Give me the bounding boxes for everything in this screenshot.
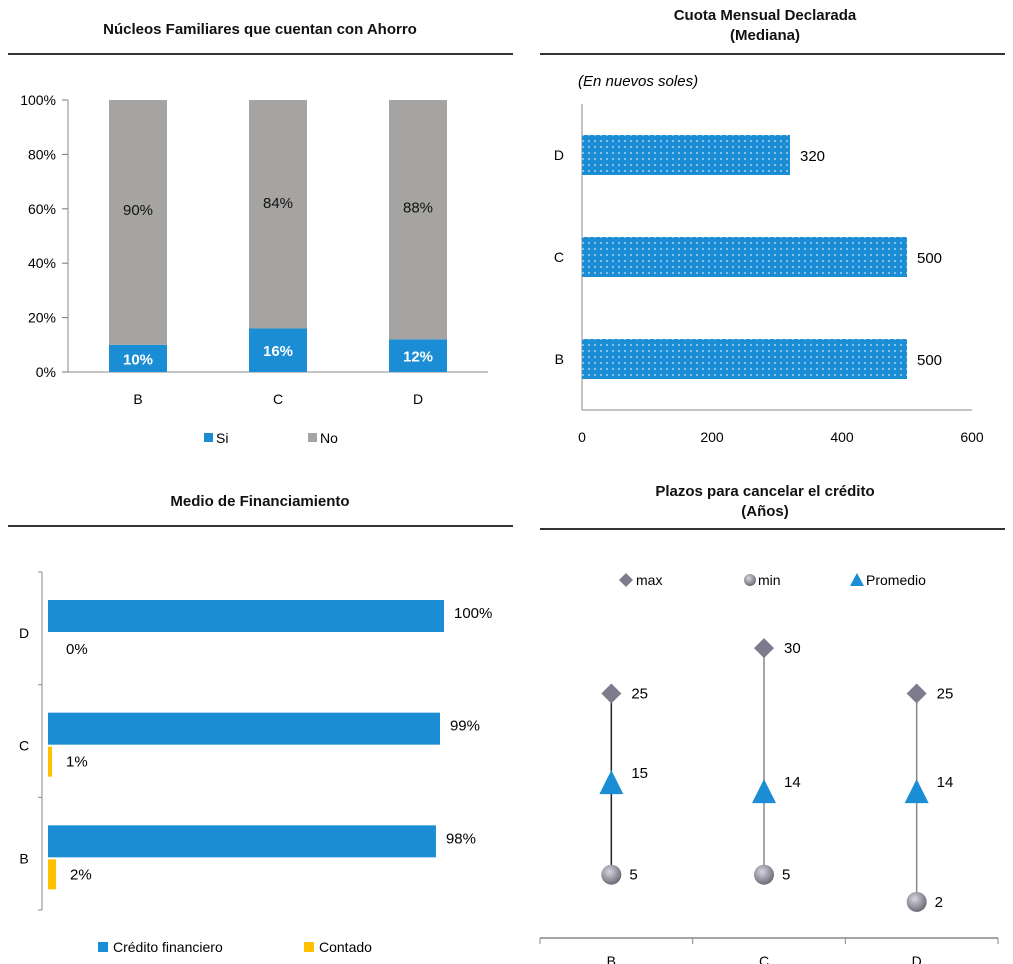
y-tick-label: D	[554, 147, 564, 163]
bar-si-b	[109, 344, 167, 372]
bar-c	[582, 237, 907, 277]
y-tick-label: 60%	[28, 201, 56, 217]
data-label-max: 25	[937, 685, 954, 702]
chart2-title-rule	[540, 53, 1005, 55]
chart2-monthly-fee: (En nuevos soles) 320 D 500 C 500 B 0 200 400 600	[554, 73, 984, 445]
data-label-min: 5	[782, 867, 790, 884]
legend-swatch	[98, 942, 108, 952]
x-tick-label: 0	[578, 429, 586, 445]
data-label: 98%	[446, 830, 476, 847]
x-tick-label: D	[912, 953, 922, 964]
bar-credito-d	[48, 600, 444, 632]
data-label: 2%	[70, 866, 92, 883]
legend-label: Si	[216, 430, 228, 446]
legend-label: No	[320, 430, 338, 446]
marker-max	[906, 683, 927, 704]
data-label: 12%	[403, 349, 433, 366]
annotation: (En nuevos soles)	[578, 73, 698, 90]
x-tick-label: 200	[700, 429, 724, 445]
chart1-title: Núcleos Familiares que cuentan con Ahorr…	[103, 21, 417, 38]
data-label: 1%	[66, 754, 88, 771]
x-tick-label: 600	[960, 429, 984, 445]
bar-no-c	[249, 100, 307, 329]
y-tick-label: C	[19, 738, 29, 754]
data-label-max: 25	[631, 685, 648, 702]
chart4-title: Plazos para cancelar el crédito	[655, 483, 875, 500]
y-tick-label: 100%	[20, 92, 56, 108]
marker-min	[601, 864, 622, 885]
chart2-subtitle: (Mediana)	[729, 27, 800, 44]
data-label: 100%	[454, 605, 492, 622]
data-label-promedio: 14	[937, 774, 954, 791]
data-label-promedio: 14	[784, 774, 801, 791]
x-tick-label: 400	[830, 429, 854, 445]
x-tick-label: B	[133, 391, 142, 407]
x-tick-label: C	[273, 391, 283, 407]
x-tick-label: D	[413, 391, 423, 407]
chart3-title-rule	[8, 525, 513, 527]
data-label-min: 2	[935, 894, 943, 911]
chart1-savings: 0% 20% 40% 60% 80% 100% 10% 90% B 16% 84% C 12% 88% D S…	[20, 92, 488, 446]
legend-swatch	[204, 433, 213, 442]
marker-promedio	[904, 779, 929, 804]
y-tick-label: D	[19, 625, 29, 641]
y-tick-label: B	[19, 850, 28, 866]
legend-label: Crédito financiero	[113, 939, 223, 955]
data-label: 88%	[403, 200, 433, 217]
chart2-title: Cuota Mensual Declarada	[673, 7, 857, 24]
bar-d	[582, 135, 790, 175]
data-label: 99%	[450, 718, 480, 735]
y-tick-label: 20%	[28, 310, 56, 326]
data-label: 500	[917, 352, 942, 369]
chart4-title-rule	[540, 528, 1005, 530]
legend-promedio-icon	[850, 573, 864, 586]
x-tick-label: B	[607, 953, 616, 964]
chart3-title: Medio de Financiamiento	[170, 493, 350, 510]
bar-si-c	[249, 328, 307, 372]
y-tick-label: 40%	[28, 255, 56, 271]
legend-min-icon	[744, 574, 756, 586]
bar-credito-c	[48, 712, 440, 745]
marker-min	[754, 864, 774, 885]
y-tick-label: 80%	[28, 146, 56, 162]
bar-contado-b	[48, 859, 57, 890]
data-label-promedio: 15	[631, 765, 648, 782]
legend-swatch	[304, 942, 314, 952]
data-label: 500	[917, 250, 942, 267]
legend-label: Contado	[319, 939, 372, 955]
chart1-title-rule	[8, 53, 513, 55]
legend-label: Promedio	[866, 572, 926, 588]
chart3-financing: 100% 0% D 99% 1% C 98% 2% B Crédito financiero Con…	[19, 571, 492, 955]
bar-credito-b	[48, 825, 436, 858]
marker-max	[601, 683, 622, 704]
data-label: 84%	[263, 195, 293, 212]
bar-contado-c	[48, 746, 53, 777]
chart4-subtitle: (Años)	[741, 503, 789, 520]
marker-max	[754, 638, 774, 659]
bar-no-b	[109, 100, 167, 345]
legend-label: max	[636, 572, 662, 588]
y-tick-label: B	[555, 351, 564, 367]
bar-no-d	[389, 100, 447, 340]
legend-label: min	[758, 572, 781, 588]
data-label-max: 30	[784, 640, 801, 657]
data-label-min: 5	[629, 867, 637, 884]
legend-swatch	[308, 433, 317, 442]
marker-promedio	[752, 779, 776, 804]
data-label: 16%	[263, 343, 293, 360]
data-label: 10%	[123, 351, 153, 368]
y-tick-label: 0%	[36, 364, 56, 380]
marker-min	[906, 891, 927, 912]
bar-si-d	[389, 339, 447, 372]
legend-max-icon	[619, 573, 633, 587]
bar-b	[582, 339, 907, 379]
data-label: 0%	[66, 641, 88, 658]
data-label: 320	[800, 148, 825, 165]
data-label: 90%	[123, 202, 153, 219]
marker-promedio	[599, 770, 624, 795]
x-tick-label: C	[759, 953, 769, 964]
y-tick-label: C	[554, 249, 564, 265]
